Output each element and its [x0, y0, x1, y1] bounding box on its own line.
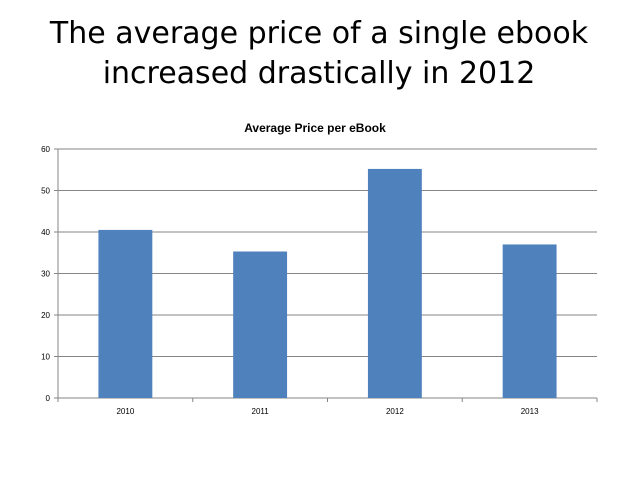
bar-2013 [502, 244, 557, 398]
x-tick-label-2011: 2011 [252, 407, 270, 416]
y-tick-label: 10 [41, 353, 50, 362]
y-tick-label: 20 [41, 311, 50, 320]
chart-title: Average Price per eBook [244, 121, 386, 135]
bar-2010 [98, 229, 153, 398]
x-tick-label-2012: 2012 [386, 407, 404, 416]
chart-container: Average Price per eBook 0 10 20 30 40 50 60 201… [0, 110, 638, 430]
x-tick-label-2010: 2010 [116, 407, 134, 416]
y-tick-label: 60 [41, 145, 50, 154]
bar-2012 [367, 168, 422, 398]
bar-chart: Average Price per eBook 0 10 20 30 40 50 60 201… [41, 121, 598, 416]
y-tick-label: 30 [41, 270, 50, 279]
y-tick-label: 0 [46, 394, 51, 403]
x-tick-label-2013: 2013 [521, 407, 539, 416]
slide-title-line-2: increased drastically in 2012 [102, 56, 536, 91]
slide-title-line-1: The average price of a single ebook [49, 16, 589, 51]
y-tick-label: 40 [41, 228, 50, 237]
slide-title: The average price of a single ebook incr… [0, 14, 638, 94]
bar-2011 [233, 251, 288, 398]
y-tick-label: 50 [41, 187, 50, 196]
